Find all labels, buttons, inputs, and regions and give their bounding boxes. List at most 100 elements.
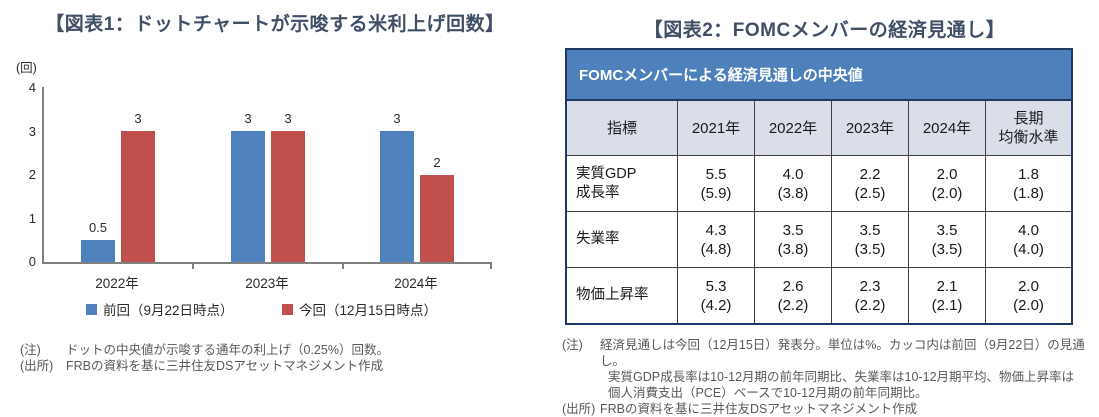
figure2-notes: (注) 経済見通しは今回（12月15日）発表分。単位は%。カッコ内は前回（9月22… (562, 337, 1097, 417)
cell-previous-value: (2.0) (1013, 296, 1044, 314)
table-cell-0-0: 5.5 (5.9) (677, 156, 754, 211)
note-text: FRBの資料を基に三井住友DSアセットマネジメント作成 (600, 402, 918, 416)
cell-previous-value: (5.9) (700, 184, 732, 202)
header-cell-2: 2022年 (754, 101, 831, 155)
y-tick-label-4: 4 (28, 80, 36, 95)
table-row-2: 物価上昇率 5.3 (4.2) 2.6 (2.2) 2.3 (2.2) 2.1 (2.1) 2.0… (567, 267, 1071, 323)
cell-current-value: 2.1 (936, 277, 958, 295)
note-text: 個人消費支出（PCE）ベースで10-12月期の前年同期比。 (608, 386, 928, 400)
bar-value-label-previous-2022年: 0.5 (88, 220, 108, 235)
table-cell-0-3: 2.0 (2.0) (908, 156, 985, 211)
x-category-label-2023年: 2023年 (245, 276, 289, 291)
cell-previous-value: (2.2) (777, 296, 809, 314)
table-cell-2-0: 5.3 (4.2) (677, 268, 754, 323)
x-axis-line (42, 262, 492, 264)
table-cell-1-4: 4.0 (4.0) (985, 212, 1071, 267)
y-tick-label-0: 0 (28, 254, 36, 269)
row-label-0: 実質GDP 成長率 (576, 165, 637, 201)
figure2-title: 【図表2：FOMCメンバーの経済見通し】 (643, 20, 1006, 41)
cell-current-value: 5.3 (705, 277, 727, 295)
table-row-0: 実質GDP 成長率 5.5 (5.9) 4.0 (3.8) 2.2 (2.5) 2.0 (2.0… (567, 155, 1071, 211)
note-text: 経済見通しは今回（12月15日）発表分。単位は%。カッコ内は前回（9月22日）の… (600, 338, 1085, 368)
table-cell-2-2: 2.3 (2.2) (831, 268, 908, 323)
y-tick-label-2: 2 (28, 167, 36, 182)
cell-previous-value: (2.2) (854, 296, 886, 314)
header-cell-5: 長期 均衡水準 (985, 101, 1071, 155)
y-tick-label-1: 1 (28, 210, 36, 226)
table-cell-1-1: 3.5 (3.8) (754, 212, 831, 267)
note-label: (注) (562, 338, 583, 352)
figure1-dot-chart-panel: 【図表1：ドットチャートが示唆する米利上げ回数】 (回) 0 1 2 3 4 0.5 3 3 3… (0, 0, 550, 412)
note-text: ドットの中央値が示唆する通年の利上げ（0.25%）回数。 (66, 343, 389, 357)
cell-previous-value: (1.8) (1013, 184, 1044, 202)
cell-current-value: 3.5 (782, 221, 804, 239)
note-row: (出所) FRBの資料を基に三井住友DSアセットマネジメント作成 (20, 358, 530, 374)
table-cell-0-1: 4.0 (3.8) (754, 156, 831, 211)
table-header-row: 指標 2021年 2022年 2023年 2024年 長期 均衡水準 (567, 101, 1071, 155)
row-label-1: 失業率 (576, 231, 620, 247)
bar-value-label-current-2023年: 3 (284, 111, 292, 126)
table-row-1: 失業率 4.3 (4.8) 3.5 (3.8) 3.5 (3.5) 3.5 (3.5) 4.0 (4… (567, 211, 1071, 267)
cell-current-value: 2.0 (936, 165, 958, 183)
bar-current-2022年 (121, 131, 155, 262)
bar-current-2024年 (420, 175, 454, 262)
note-text: FRBの資料を基に三井住友DSアセットマネジメント作成 (66, 359, 384, 373)
legend-swatch-previous (86, 303, 97, 315)
table-cell-2-1: 2.6 (2.2) (754, 268, 831, 323)
bar-previous-2024年 (380, 131, 414, 262)
legend-label-current: 今回（12月15日時点） (299, 303, 438, 318)
cell-current-value: 2.6 (782, 277, 804, 295)
cell-previous-value: (2.5) (854, 184, 886, 202)
table-caption-band: FOMCメンバーによる経済見通しの中央値 (567, 50, 1071, 101)
cell-previous-value: (4.0) (1013, 240, 1044, 258)
cell-current-value: 4.0 (782, 165, 804, 183)
note-row: 個人消費支出（PCE）ベースで10-12月期の前年同期比。 (562, 385, 1097, 401)
cell-current-value: 2.2 (859, 165, 881, 183)
x-axis-tick-0 (192, 262, 194, 269)
cell-previous-value: (3.5) (931, 240, 963, 258)
cell-previous-value: (4.8) (700, 240, 732, 258)
cell-previous-value: (2.1) (931, 296, 963, 314)
note-row: 実質GDP成長率は10-12月期の前年同期比、失業率は10-12月期平均、物価上… (562, 369, 1097, 385)
legend-swatch-current (282, 303, 293, 315)
legend-label-previous: 前回（9月22日時点） (103, 303, 234, 318)
cell-current-value: 2.3 (859, 277, 881, 295)
row-label-2: 物価上昇率 (576, 287, 649, 303)
note-row: (注) ドットの中央値が示唆する通年の利上げ（0.25%）回数。 (20, 342, 530, 358)
table-cell-0-2: 2.2 (2.5) (831, 156, 908, 211)
table-cell-1-3: 3.5 (3.5) (908, 212, 985, 267)
table-cell-2-4: 2.0 (2.0) (985, 268, 1071, 323)
fomc-table: FOMCメンバーによる経済見通しの中央値 指標 2021年 2022年 2023年 20… (565, 48, 1073, 325)
figure1-notes: (注) ドットの中央値が示唆する通年の利上げ（0.25%）回数。 (出所) FRBの資… (20, 342, 530, 374)
note-row: (注) 経済見通しは今回（12月15日）発表分。単位は%。カッコ内は前回（9月22… (562, 337, 1097, 369)
y-axis-unit-label: (回) (16, 61, 37, 75)
x-category-label-2022年: 2022年 (95, 276, 139, 291)
figure2-fomc-panel: 【図表2：FOMCメンバーの経済見通し】 FOMCメンバーによる経済見通しの中央… (550, 0, 1099, 416)
bar-value-label-previous-2024年: 3 (393, 111, 401, 126)
bar-value-label-previous-2023年: 3 (244, 111, 252, 126)
header-cell-1: 2021年 (677, 101, 754, 155)
header-cell-0: 指標 (606, 119, 637, 137)
x-category-label-2024年: 2024年 (394, 276, 438, 291)
note-label: (出所) (20, 359, 54, 373)
note-label: (出所) (562, 402, 596, 416)
note-text: 実質GDP成長率は10-12月期の前年同期比、失業率は10-12月期平均、物価上… (608, 370, 1075, 384)
note-label: (注) (20, 343, 41, 357)
bar-previous-2022年 (81, 240, 115, 262)
bar-current-2023年 (271, 131, 305, 262)
cell-current-value: 1.8 (1018, 165, 1039, 183)
bar-value-label-current-2022年: 3 (134, 111, 142, 126)
table-cell-1-0: 4.3 (4.8) (677, 212, 754, 267)
x-axis-tick-2 (490, 262, 492, 269)
cell-current-value: 3.5 (859, 221, 881, 239)
cell-current-value: 3.5 (936, 221, 958, 239)
cell-previous-value: (3.5) (854, 240, 886, 258)
bar-previous-2023年 (231, 131, 265, 262)
cell-current-value: 4.3 (705, 221, 727, 239)
y-axis-line (42, 87, 44, 264)
legend-item-current: 今回（12月15日時点） (282, 299, 437, 319)
table-cell-1-2: 3.5 (3.5) (831, 212, 908, 267)
y-tick-label-3: 3 (28, 123, 36, 139)
header-cell-3: 2023年 (831, 101, 908, 155)
